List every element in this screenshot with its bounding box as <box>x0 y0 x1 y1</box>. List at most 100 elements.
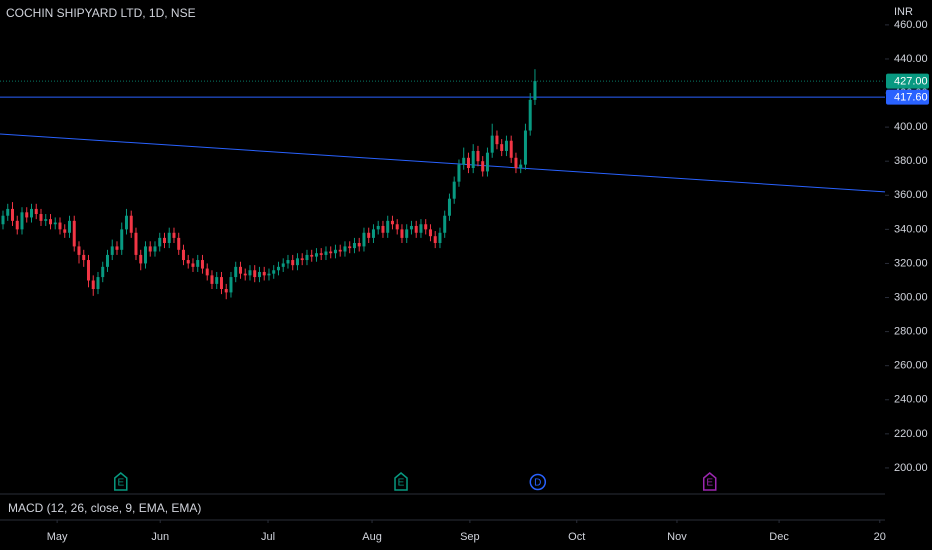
candle-body <box>67 220 71 233</box>
x-tick-label: May <box>47 531 68 543</box>
candle-body <box>295 258 299 266</box>
candle-body <box>243 273 247 276</box>
candle-body <box>481 161 485 172</box>
candle-body <box>63 229 67 233</box>
y-tick-label: 280.00 <box>894 326 928 338</box>
candle-body <box>443 215 447 233</box>
candle-body <box>528 99 532 131</box>
candle-body <box>177 237 181 250</box>
candle-body <box>44 219 48 221</box>
y-tick-label: 300.00 <box>894 291 928 303</box>
candle-body <box>523 130 527 165</box>
candle-body <box>129 215 133 233</box>
candle-body <box>200 260 204 269</box>
candle-body <box>1 215 5 225</box>
event-marker <box>529 473 547 491</box>
candle-body <box>452 181 456 199</box>
candle-body <box>205 268 209 276</box>
y-tick-label: 260.00 <box>894 360 928 372</box>
chart-title: COCHIN SHIPYARD LTD, 1D, NSE <box>6 6 196 20</box>
candle-body <box>405 229 409 238</box>
candle-body <box>476 150 480 162</box>
candle-body <box>120 229 124 250</box>
candle-body <box>153 246 157 252</box>
candle-body <box>48 219 52 225</box>
candle-body <box>371 229 375 238</box>
candle-body <box>504 140 508 151</box>
price-badge-label: 417.60 <box>894 92 928 104</box>
price-badge-label: 427.00 <box>894 76 928 88</box>
y-tick-label: 220.00 <box>894 428 928 440</box>
y-tick-label: 340.00 <box>894 223 928 235</box>
price-badge <box>886 89 929 105</box>
candle-body <box>310 254 314 257</box>
candle-body <box>267 273 271 276</box>
candle-body <box>115 246 119 250</box>
candle-body <box>91 280 95 290</box>
candle-body <box>433 236 437 243</box>
candle-body <box>34 208 38 215</box>
candle-body <box>495 135 499 145</box>
candle-body <box>390 220 394 225</box>
candle-body <box>490 135 494 153</box>
candle-body <box>139 254 143 264</box>
candle-body <box>281 263 285 267</box>
candle-body <box>196 260 200 267</box>
candle-body <box>25 212 29 218</box>
candle-body <box>124 215 128 230</box>
x-tick-label: Nov <box>667 531 687 543</box>
candle-body <box>286 260 290 264</box>
y-tick-label: 440.00 <box>894 53 928 65</box>
candle-body <box>96 277 100 290</box>
candle-body <box>253 270 257 278</box>
candle-body <box>29 208 33 218</box>
candle-body <box>428 229 432 237</box>
candle-body <box>143 246 147 264</box>
indicator-label: MACD (12, 26, close, 9, EMA, EMA) <box>8 501 201 515</box>
candle-body <box>172 232 176 238</box>
candle-body <box>305 254 309 261</box>
event-marker <box>702 472 717 491</box>
candle-body <box>348 246 352 249</box>
candle-body <box>105 254 109 267</box>
event-marker <box>394 472 408 491</box>
event-label: E <box>398 478 405 489</box>
candle-body <box>466 157 470 169</box>
candle-body <box>215 277 219 284</box>
candle-body <box>219 277 223 290</box>
candle-body <box>148 246 152 252</box>
candle-body <box>314 253 318 257</box>
candle-body <box>262 271 266 276</box>
event-label: E <box>117 478 124 489</box>
candle-body <box>53 222 57 225</box>
x-tick-label: Jul <box>261 531 275 543</box>
candle-body <box>509 140 513 158</box>
candle-body <box>424 224 428 230</box>
candle-body <box>357 242 361 247</box>
y-tick-label: 460.00 <box>894 19 928 31</box>
candle-body <box>58 222 62 230</box>
candle-body <box>101 266 105 278</box>
candle-body <box>167 232 171 243</box>
candle-body <box>414 225 418 233</box>
y-tick-label: 200.00 <box>894 462 928 474</box>
candle-body <box>10 208 14 221</box>
candle-body <box>72 220 76 247</box>
candle-body <box>162 237 166 243</box>
candle-body <box>6 208 10 216</box>
candle-body <box>447 198 451 216</box>
candle-body <box>324 251 328 255</box>
candle-body <box>276 266 280 271</box>
price-badge <box>886 73 929 89</box>
candle-body <box>110 246 114 255</box>
x-tick-label: Jun <box>151 531 169 543</box>
candle-body <box>500 144 504 151</box>
y-tick-label: 400.00 <box>894 121 928 133</box>
candle-body <box>229 277 233 293</box>
candle-body <box>462 157 466 165</box>
x-tick-label: Aug <box>362 531 382 543</box>
y-tick-label: 360.00 <box>894 189 928 201</box>
candle-body <box>409 225 413 230</box>
candle-body <box>362 232 366 247</box>
